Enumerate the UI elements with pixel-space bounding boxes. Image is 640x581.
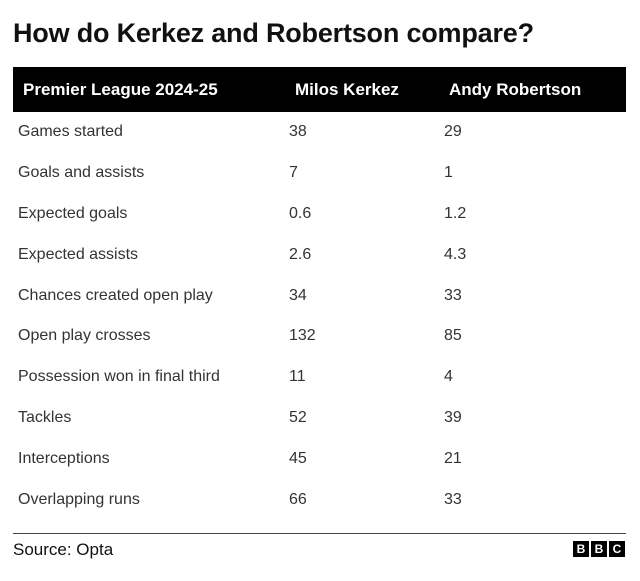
row-label: Possession won in final third (18, 368, 220, 386)
kerkez-value: 7 (289, 164, 298, 182)
kerkez-value: 45 (289, 449, 307, 467)
row-label: Interceptions (18, 449, 110, 467)
kerkez-value: 52 (289, 408, 307, 426)
row-label: Games started (18, 123, 123, 141)
footer-divider (13, 533, 626, 534)
robertson-value: 4 (444, 368, 453, 386)
robertson-value: 29 (444, 123, 462, 141)
header-kerkez: Milos Kerkez (295, 79, 399, 99)
kerkez-value: 34 (289, 286, 307, 304)
table-row: Interceptions 45 21 (13, 438, 626, 479)
kerkez-value: 132 (289, 327, 316, 345)
row-label: Overlapping runs (18, 490, 140, 508)
row-label: Open play crosses (18, 327, 151, 345)
table-row: Tackles 52 39 (13, 398, 626, 439)
kerkez-value: 2.6 (289, 245, 312, 263)
logo-letter: C (609, 541, 625, 557)
kerkez-value: 38 (289, 123, 307, 141)
header-season: Premier League 2024-25 (23, 79, 218, 99)
table-row: Expected assists 2.6 4.3 (13, 234, 626, 275)
robertson-value: 85 (444, 327, 462, 345)
table-body: Games started 38 29 Goals and assists 7 1 Expe… (13, 112, 626, 520)
robertson-value: 39 (444, 408, 462, 426)
row-label: Chances created open play (18, 286, 213, 304)
comparison-table: Premier League 2024-25 Milos Kerkez Andy… (13, 67, 626, 520)
robertson-value: 33 (444, 286, 462, 304)
chart-title: How do Kerkez and Robertson compare? (13, 18, 534, 48)
robertson-value: 1.2 (444, 204, 467, 222)
table-header: Premier League 2024-25 Milos Kerkez Andy… (13, 67, 626, 112)
table-row: Possession won in final third 11 4 (13, 357, 626, 398)
row-label: Goals and assists (18, 164, 145, 182)
kerkez-value: 66 (289, 490, 307, 508)
robertson-value: 21 (444, 449, 462, 467)
table-row: Open play crosses 132 85 (13, 316, 626, 357)
table-row: Expected goals 0.6 1.2 (13, 194, 626, 235)
source-note: Source: Opta (13, 540, 114, 559)
table-row: Chances created open play 34 33 (13, 275, 626, 316)
robertson-value: 33 (444, 490, 462, 508)
header-robertson: Andy Robertson (449, 79, 582, 99)
logo-letter: B (591, 541, 607, 557)
kerkez-value: 11 (289, 368, 306, 386)
row-label: Expected assists (18, 245, 139, 263)
robertson-value: 1 (444, 164, 453, 182)
table-row: Goals and assists 7 1 (13, 153, 626, 194)
table-row: Games started 38 29 (13, 112, 626, 153)
robertson-value: 4.3 (444, 245, 467, 263)
bbc-logo: B B C (573, 541, 625, 557)
row-label: Tackles (18, 408, 72, 426)
logo-letter: B (573, 541, 589, 557)
table-row: Overlapping runs 66 33 (13, 479, 626, 520)
kerkez-value: 0.6 (289, 204, 312, 222)
row-label: Expected goals (18, 204, 128, 222)
